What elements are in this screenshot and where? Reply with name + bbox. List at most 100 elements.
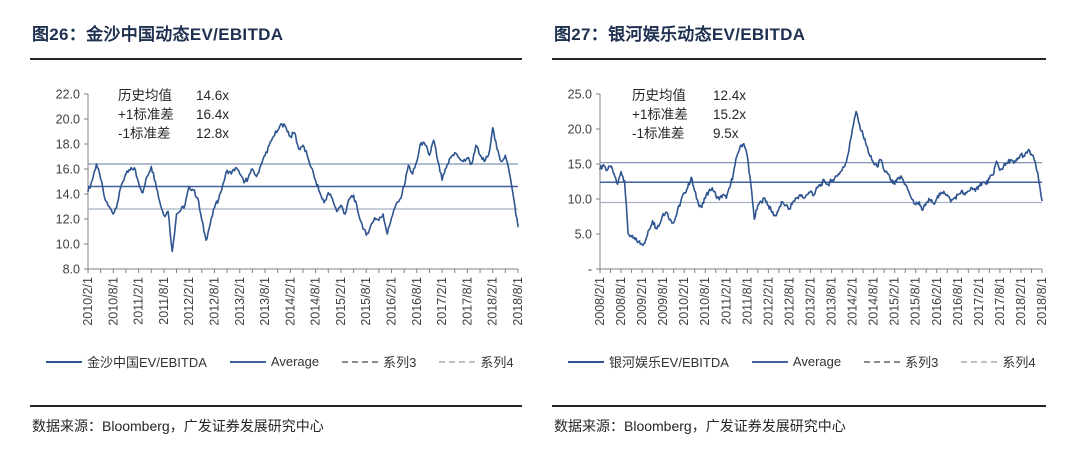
svg-text:历史均值: 历史均值 xyxy=(118,88,172,103)
chart-panel-sands-china: 图26：金沙中国动态EV/EBITDA 8.0 10.0 12.0 14.0 16.0 1… xyxy=(30,16,522,436)
legend-line-sample xyxy=(229,360,266,363)
svg-text:2018/8/1: 2018/8/1 xyxy=(1035,277,1046,326)
legend-item: Average xyxy=(229,354,320,369)
svg-text:2017/2/1: 2017/2/1 xyxy=(435,277,449,326)
legend-line-sample xyxy=(751,360,788,363)
svg-text:2014/8/1: 2014/8/1 xyxy=(309,277,323,326)
svg-text:16.0: 16.0 xyxy=(56,162,80,176)
stats-annotation: 历史均值 12.4x +1标准差 15.2x -1标准差 9.5x xyxy=(632,88,746,141)
svg-text:历史均值: 历史均值 xyxy=(632,88,686,103)
svg-text:16.4x: 16.4x xyxy=(196,107,229,122)
data-source-block: 数据来源：Bloomberg，广发证券发展研究中心 xyxy=(30,405,522,436)
svg-text:2010/2/1: 2010/2/1 xyxy=(81,277,95,326)
legend-item: 系列3 xyxy=(342,352,416,371)
svg-text:2016/2/1: 2016/2/1 xyxy=(930,277,944,326)
svg-text:18.0: 18.0 xyxy=(56,137,80,151)
svg-text:2010/8/1: 2010/8/1 xyxy=(106,277,120,326)
data-source-block: 数据来源：Bloomberg，广发证券发展研究中心 xyxy=(552,405,1046,436)
svg-text:14.6x: 14.6x xyxy=(196,88,229,103)
chart-legend-galaxy: 银河娱乐EV/EBITDA Average 系列3 系列4 xyxy=(568,352,1046,371)
svg-text:2014/8/1: 2014/8/1 xyxy=(867,277,881,326)
y-tick-labels: - 5.0 10.0 15.0 20.0 25.0 xyxy=(568,87,600,276)
svg-text:2008/8/1: 2008/8/1 xyxy=(614,277,628,326)
legend-item: 银河娱乐EV/EBITDA xyxy=(568,352,729,371)
svg-text:2016/8/1: 2016/8/1 xyxy=(951,277,965,326)
data-source-text: 数据来源：Bloomberg，广发证券发展研究中心 xyxy=(554,418,846,434)
legend-item: 金沙中国EV/EBITDA xyxy=(46,352,207,371)
legend-line-sample xyxy=(46,360,82,363)
svg-text:12.0: 12.0 xyxy=(56,212,80,226)
svg-text:12.8x: 12.8x xyxy=(196,126,229,141)
stats-annotation: 历史均值 14.6x +1标准差 16.4x -1标准差 12.8x xyxy=(118,88,229,141)
svg-text:+1标准差: +1标准差 xyxy=(118,107,174,122)
svg-text:2013/2/1: 2013/2/1 xyxy=(233,277,247,326)
svg-text:2013/2/1: 2013/2/1 xyxy=(803,277,817,326)
sands-china-ev-ebitda-chart: 8.0 10.0 12.0 14.0 16.0 18.0 20.0 22.0 2010/2/1 2… xyxy=(30,64,522,348)
legend-item: 系列4 xyxy=(439,352,514,371)
svg-text:2011/8/1: 2011/8/1 xyxy=(740,277,754,325)
svg-text:2012/8/1: 2012/8/1 xyxy=(782,277,796,326)
svg-text:2012/2/1: 2012/2/1 xyxy=(182,277,196,326)
svg-text:2017/8/1: 2017/8/1 xyxy=(460,277,474,326)
svg-text:10.0: 10.0 xyxy=(56,237,80,251)
svg-text:2016/8/1: 2016/8/1 xyxy=(410,277,424,326)
svg-text:9.5x: 9.5x xyxy=(713,126,739,141)
galaxy-series-line xyxy=(599,110,1043,247)
legend-label: 系列4 xyxy=(480,355,514,370)
legend-label: 系列3 xyxy=(383,355,417,370)
svg-text:2010/2/1: 2010/2/1 xyxy=(677,277,691,326)
chart-title-galaxy: 图27：银河娱乐动态EV/EBITDA xyxy=(552,16,1046,60)
svg-text:22.0: 22.0 xyxy=(56,87,80,101)
svg-text:15.0: 15.0 xyxy=(568,157,592,171)
legend-label: 金沙中国EV/EBITDA xyxy=(87,355,207,370)
legend-line-sample xyxy=(864,360,901,363)
legend-label: 系列4 xyxy=(1002,355,1036,370)
svg-text:14.0: 14.0 xyxy=(56,187,80,201)
svg-text:2014/2/1: 2014/2/1 xyxy=(283,277,297,326)
sands-china-series-line xyxy=(87,123,519,253)
svg-text:10.0: 10.0 xyxy=(568,192,592,206)
svg-text:2015/2/1: 2015/2/1 xyxy=(888,277,902,326)
galaxy-plot: - 5.0 10.0 15.0 20.0 25.0 2008/2/1 2008/8/1 2009… xyxy=(568,87,1046,326)
svg-text:2013/8/1: 2013/8/1 xyxy=(825,277,839,326)
svg-text:12.4x: 12.4x xyxy=(713,88,746,103)
legend-label: Average xyxy=(270,354,320,369)
chart-panel-galaxy: 图27：银河娱乐动态EV/EBITDA - 5.0 10.0 15.0 20.0 25.0… xyxy=(552,16,1046,436)
legend-item: 系列4 xyxy=(961,352,1036,371)
svg-text:2008/2/1: 2008/2/1 xyxy=(593,277,607,326)
legend-line-sample xyxy=(342,360,379,363)
svg-text:2013/8/1: 2013/8/1 xyxy=(258,277,272,326)
svg-text:2018/2/1: 2018/2/1 xyxy=(1014,277,1028,326)
x-tick-labels: 2010/2/1 2010/8/1 2011/2/1 2011/8/1 2012/2/1… xyxy=(81,269,522,326)
svg-text:2018/2/1: 2018/2/1 xyxy=(486,277,500,326)
svg-text:-1标准差: -1标准差 xyxy=(632,126,685,141)
svg-text:25.0: 25.0 xyxy=(568,87,592,101)
svg-text:8.0: 8.0 xyxy=(63,262,80,276)
data-source-text: 数据来源：Bloomberg，广发证券发展研究中心 xyxy=(32,418,324,434)
legend-label: 系列3 xyxy=(905,355,939,370)
svg-text:2015/8/1: 2015/8/1 xyxy=(359,277,373,326)
legend-label: Average xyxy=(792,354,842,369)
y-tick-labels: 8.0 10.0 12.0 14.0 16.0 18.0 20.0 22.0 xyxy=(56,87,88,276)
svg-text:5.0: 5.0 xyxy=(575,227,592,241)
svg-text:2010/8/1: 2010/8/1 xyxy=(698,277,712,326)
legend-line-sample xyxy=(568,360,604,363)
legend-item: Average xyxy=(751,354,842,369)
legend-line-sample xyxy=(961,360,998,363)
svg-text:2009/8/1: 2009/8/1 xyxy=(656,277,670,326)
svg-text:2018/8/1: 2018/8/1 xyxy=(511,277,522,326)
svg-text:2015/8/1: 2015/8/1 xyxy=(909,277,923,326)
svg-text:2011/2/1: 2011/2/1 xyxy=(132,277,146,325)
legend-item: 系列3 xyxy=(864,352,938,371)
galaxy-ev-ebitda-chart: - 5.0 10.0 15.0 20.0 25.0 2008/2/1 2008/8/1 2009… xyxy=(552,64,1046,348)
svg-text:2016/2/1: 2016/2/1 xyxy=(385,277,399,326)
chart-title-sands-china: 图26：金沙中国动态EV/EBITDA xyxy=(30,16,522,60)
legend-line-sample xyxy=(439,360,476,363)
svg-text:2017/2/1: 2017/2/1 xyxy=(972,277,986,326)
svg-text:20.0: 20.0 xyxy=(568,122,592,136)
legend-label: 银河娱乐EV/EBITDA xyxy=(609,355,729,370)
svg-text:20.0: 20.0 xyxy=(56,112,80,126)
svg-text:2014/2/1: 2014/2/1 xyxy=(846,277,860,326)
chart-legend-sands-china: 金沙中国EV/EBITDA Average 系列3 系列4 xyxy=(46,352,522,371)
